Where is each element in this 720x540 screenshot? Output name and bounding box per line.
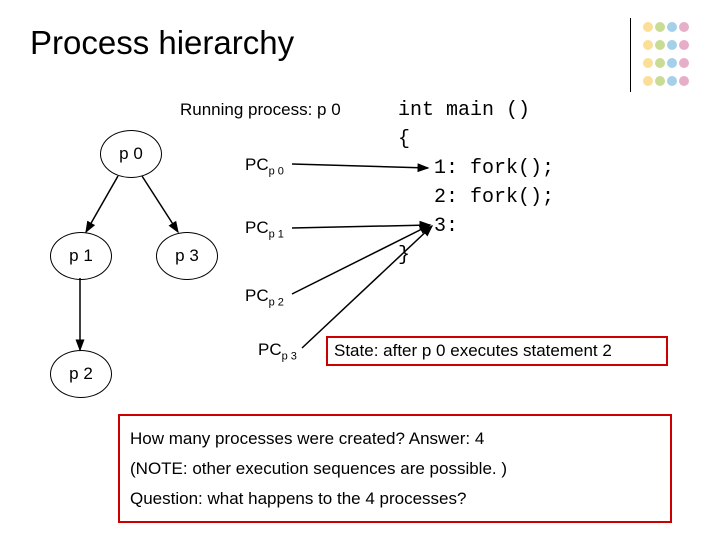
running-label: Running process: p 0 [180, 100, 341, 120]
node-p3: p 3 [156, 232, 218, 280]
title-divider [630, 18, 631, 92]
node-p1: p 1 [50, 232, 112, 280]
pc-p2: PCp 2 [245, 286, 284, 308]
node-p2: p 2 [50, 350, 112, 398]
code-block: int main () { 1: fork(); 2: fork(); 3: } [398, 96, 554, 270]
page-title: Process hierarchy [30, 24, 294, 62]
questions-box: How many processes were created? Answer:… [118, 414, 672, 523]
node-p0: p 0 [100, 130, 162, 178]
pc-p0: PCp 0 [245, 155, 284, 177]
pc-p3: PCp 3 [258, 340, 297, 362]
decorative-dots [642, 20, 690, 92]
state-box: State: after p 0 executes statement 2 [326, 336, 668, 366]
pc-p1: PCp 1 [245, 218, 284, 240]
